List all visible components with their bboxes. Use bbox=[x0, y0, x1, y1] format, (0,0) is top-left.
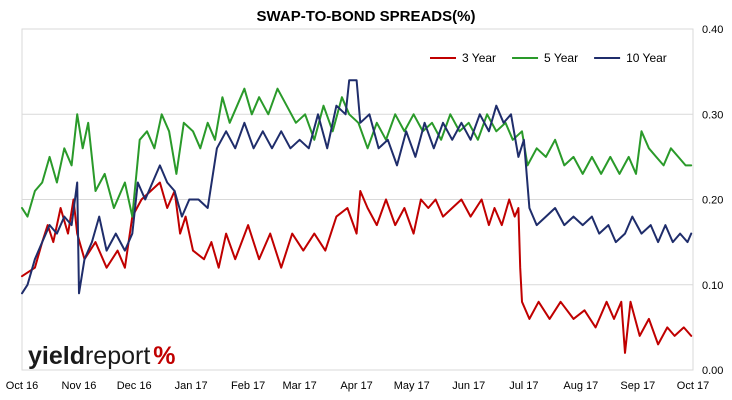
x-tick-label: Dec 16 bbox=[117, 380, 152, 392]
x-axis: Oct 16 Nov 16 Dec 16 Jan 17 Feb 17 Mar 17 Apr … bbox=[6, 380, 709, 392]
x-tick-label: Oct 16 bbox=[6, 380, 38, 392]
legend-label-3-year: 3 Year bbox=[462, 51, 496, 65]
y-axis: 0.00 0.10 0.20 0.30 0.40 bbox=[702, 24, 723, 377]
plot-area bbox=[21, 28, 694, 371]
x-tick-label: Sep 17 bbox=[620, 380, 655, 392]
legend-label-10-year: 10 Year bbox=[626, 51, 667, 65]
y-tick-label: 0.20 bbox=[702, 195, 723, 207]
logo-text-yield: yield bbox=[28, 342, 85, 370]
x-tick-label: Jun 17 bbox=[452, 380, 485, 392]
y-tick-label: 0.30 bbox=[702, 109, 723, 121]
series-line-10-year bbox=[21, 79, 693, 295]
x-tick-label: Aug 17 bbox=[563, 380, 598, 392]
series-line-5-year bbox=[21, 87, 693, 218]
chart-title: SWAP-TO-BOND SPREADS(%) bbox=[257, 8, 476, 25]
y-tick-label: 0.00 bbox=[702, 365, 723, 377]
y-tick-label: 0.40 bbox=[702, 24, 723, 36]
x-tick-label: Mar 17 bbox=[282, 380, 316, 392]
x-tick-label: May 17 bbox=[394, 380, 430, 392]
x-tick-label: Feb 17 bbox=[231, 380, 265, 392]
logo-text-report: report bbox=[85, 342, 150, 370]
x-tick-label: Jan 17 bbox=[175, 380, 208, 392]
x-tick-label: Jul 17 bbox=[509, 380, 538, 392]
x-tick-label: Oct 17 bbox=[677, 380, 709, 392]
x-tick-label: Nov 16 bbox=[62, 380, 97, 392]
legend: 3 Year 5 Year 10 Year bbox=[430, 51, 667, 65]
logo-percent-icon: % bbox=[153, 342, 175, 370]
series-lines bbox=[21, 79, 693, 354]
x-tick-label: Apr 17 bbox=[340, 380, 372, 392]
yieldreport-logo: yieldreport % bbox=[28, 342, 176, 370]
y-tick-label: 0.10 bbox=[702, 280, 723, 292]
svg-text:yieldreport: yieldreport bbox=[28, 342, 150, 370]
legend-label-5-year: 5 Year bbox=[544, 51, 578, 65]
series-line-3-year bbox=[21, 181, 693, 354]
